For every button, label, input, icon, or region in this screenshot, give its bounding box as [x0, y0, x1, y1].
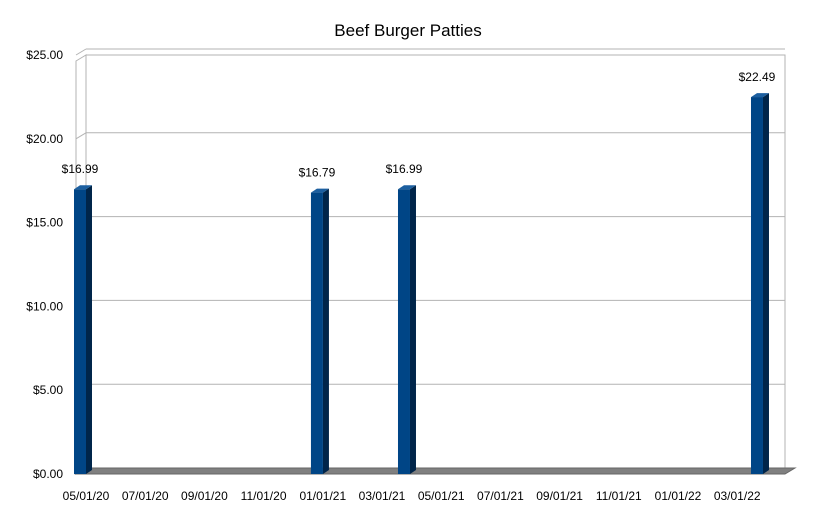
y-tick-label: $25.00	[26, 48, 63, 62]
data-label: $22.49	[739, 70, 776, 84]
x-tick-label: 03/01/21	[359, 489, 406, 503]
data-label: $16.79	[299, 166, 336, 180]
data-label: $16.99	[386, 162, 423, 176]
y-tick-label: $15.00	[26, 216, 63, 230]
gridline-side	[75, 132, 87, 140]
gridlines	[75, 48, 785, 391]
y-tick-label: $10.00	[26, 299, 63, 313]
x-tick-label: 11/01/20	[241, 489, 287, 503]
x-tick-label: 01/01/21	[299, 489, 346, 503]
bar	[750, 93, 769, 474]
x-tick-label: 09/01/21	[536, 489, 583, 503]
gridline-side	[75, 48, 87, 56]
x-tick-label: 09/01/20	[181, 489, 228, 503]
bar	[310, 188, 329, 474]
bars	[74, 93, 769, 474]
back-wall	[85, 54, 786, 469]
data-labels: $16.99 $16.79 $16.99 $22.49	[62, 70, 776, 180]
y-tick-label: $0.00	[33, 467, 63, 481]
y-tick-label: $20.00	[26, 132, 63, 146]
x-axis-ticks: 05/01/20 07/01/20 09/01/20 11/01/20 01/01/21…	[63, 489, 761, 503]
chart-title: Beef Burger Patties	[334, 21, 481, 40]
x-tick-label: 03/01/22	[714, 489, 761, 503]
y-axis-ticks: $0.00 $5.00 $10.00 $15.00 $20.00 $25.00	[26, 48, 63, 481]
y-tick-label: $5.00	[33, 383, 63, 397]
x-tick-label: 01/01/22	[655, 489, 702, 503]
data-label: $16.99	[62, 162, 99, 176]
plot-area	[74, 54, 797, 475]
x-tick-label: 05/01/21	[418, 489, 465, 503]
x-tick-label: 11/01/21	[596, 489, 642, 503]
bar	[397, 185, 416, 474]
bar	[74, 185, 92, 474]
x-tick-label: 05/01/20	[63, 489, 110, 503]
floor	[74, 467, 797, 475]
x-tick-label: 07/01/20	[122, 489, 169, 503]
x-tick-label: 07/01/21	[477, 489, 524, 503]
